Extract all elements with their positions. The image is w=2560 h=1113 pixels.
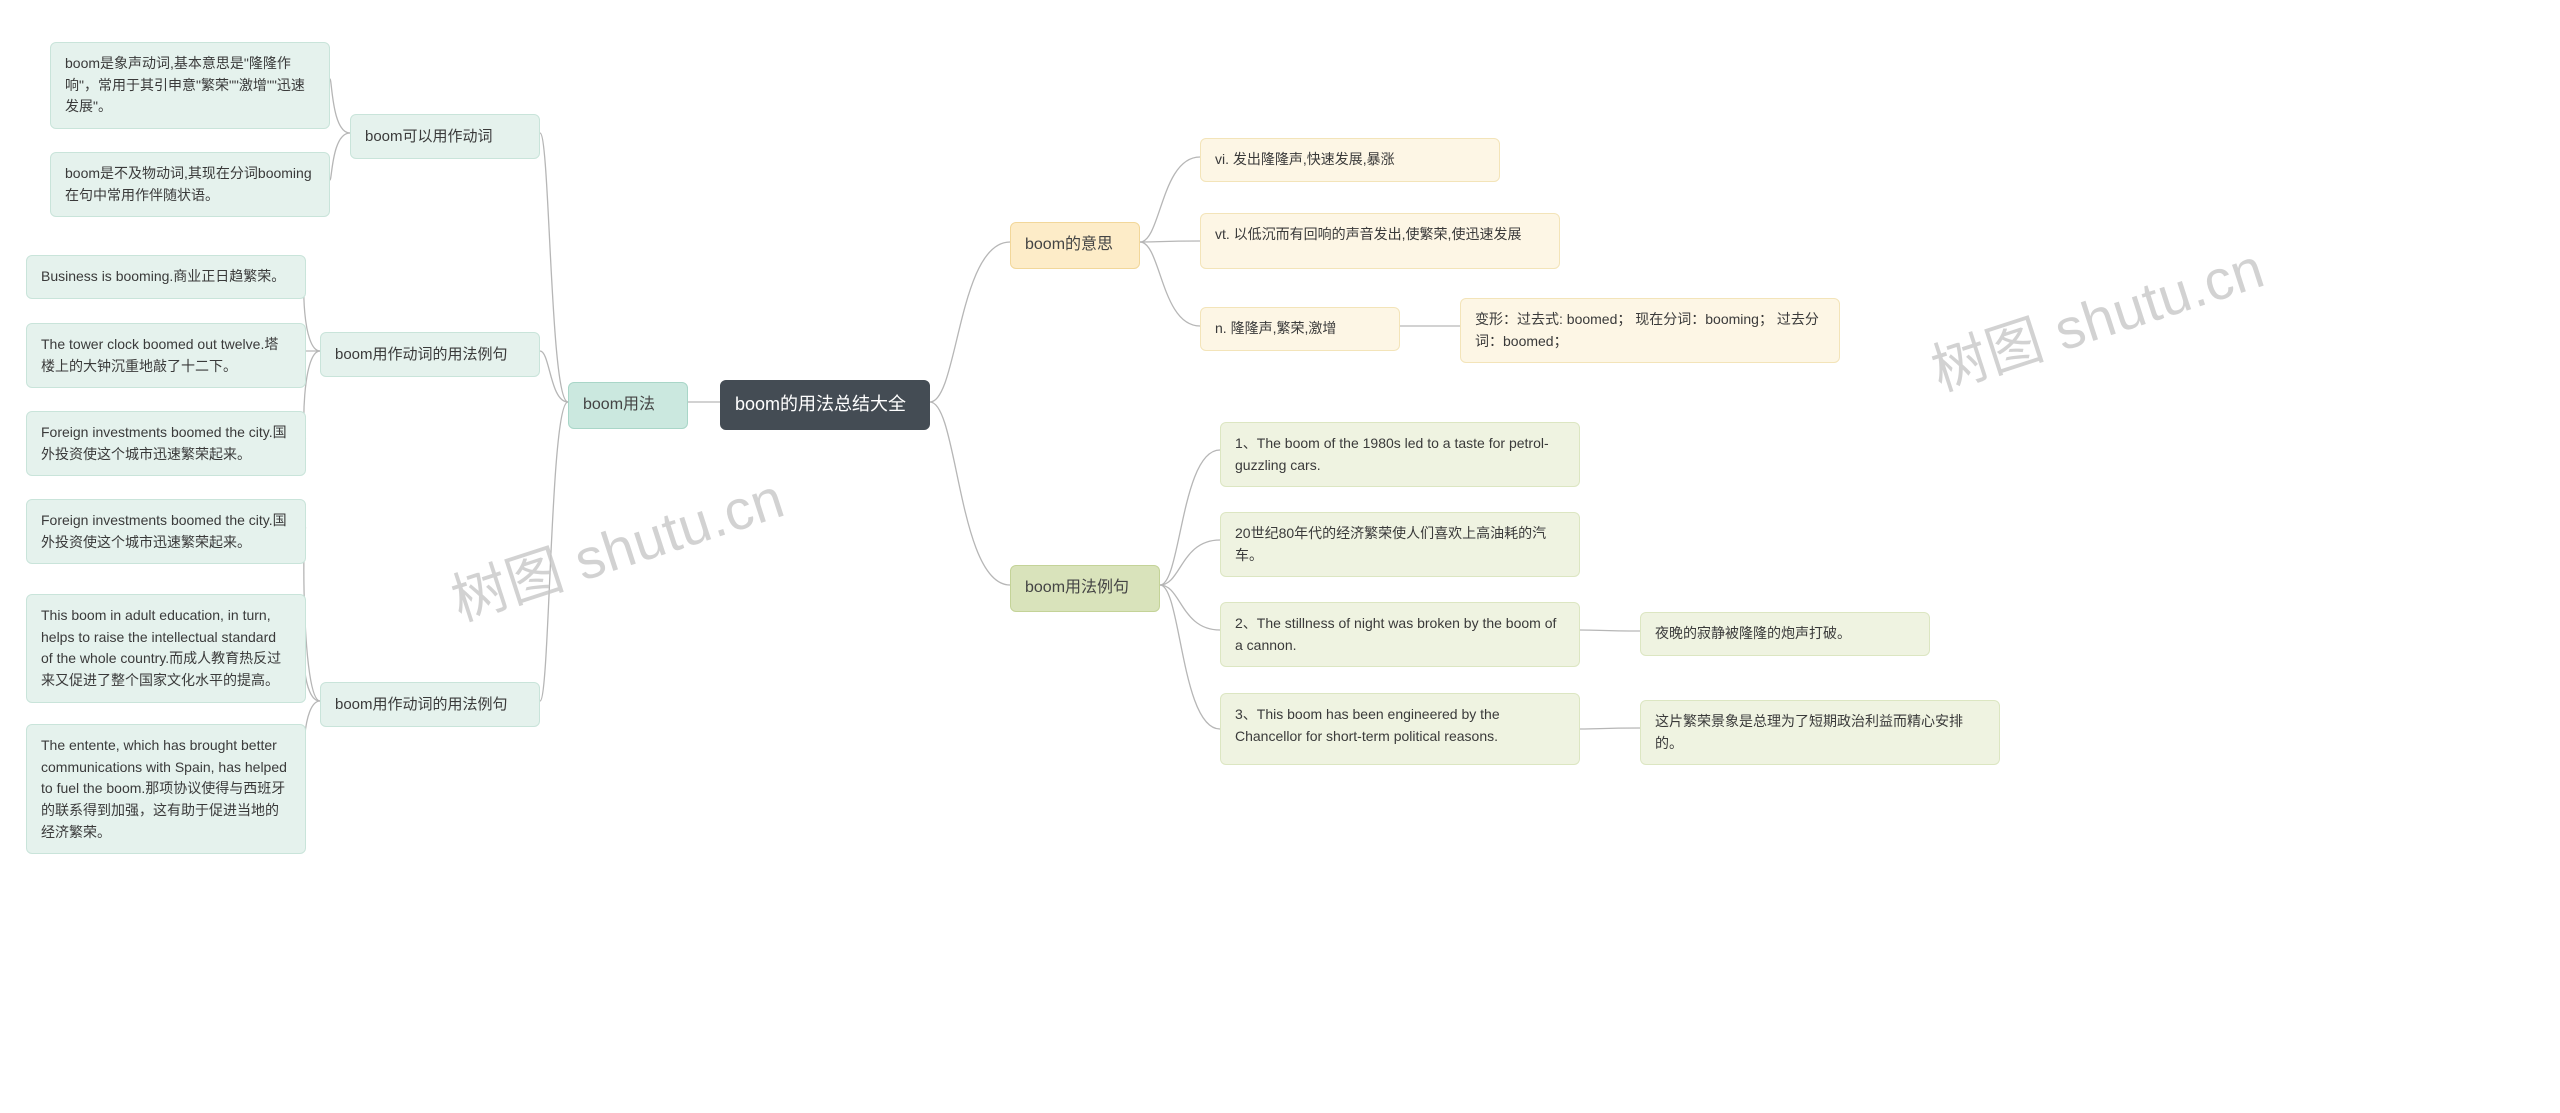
node-example-1-en: 1、The boom of the 1980s led to a taste f… xyxy=(1220,422,1580,487)
node-examples-label: boom用法例句 xyxy=(1025,576,1145,601)
node-example-3-en: 3、This boom has been engineered by the C… xyxy=(1220,693,1580,765)
node-meaning-forms: 变形：过去式: boomed； 现在分词：booming； 过去分词：boome… xyxy=(1460,298,1840,363)
root-label: boom的用法总结大全 xyxy=(735,391,915,419)
node-usage-verb-b-label: boom是不及物动词,其现在分词booming在句中常用作伴随状语。 xyxy=(65,163,315,206)
node-usage-verb: boom可以用作动词 xyxy=(350,114,540,159)
node-meaning-vi-label: vi. 发出隆隆声,快速发展,暴涨 xyxy=(1215,149,1485,171)
node-examples: boom用法例句 xyxy=(1010,565,1160,612)
node-meaning-n-label: n. 隆隆声,繁荣,激增 xyxy=(1215,318,1385,340)
node-usage-verb-a-label: boom是象声动词,基本意思是"隆隆作响"，常用于其引申意"繁荣""激增""迅速… xyxy=(65,53,315,118)
node-example-2-en: 2、The stillness of night was broken by t… xyxy=(1220,602,1580,667)
node-u2b: The tower clock boomed out twelve.塔楼上的大钟… xyxy=(26,323,306,388)
node-meaning-vt-label: vt. 以低沉而有回响的声音发出,使繁荣,使迅速发展 xyxy=(1215,224,1545,246)
node-u3b: This boom in adult education, in turn, h… xyxy=(26,594,306,703)
node-usage-examples-1: boom用作动词的用法例句 xyxy=(320,332,540,377)
node-u2a-label: Business is booming.商业正日趋繁荣。 xyxy=(41,266,291,288)
node-u3a: Foreign investments boomed the city.国外投资… xyxy=(26,499,306,564)
node-usage-verb-b: boom是不及物动词,其现在分词booming在句中常用作伴随状语。 xyxy=(50,152,330,217)
node-u3a-label: Foreign investments boomed the city.国外投资… xyxy=(41,510,291,553)
node-u2a: Business is booming.商业正日趋繁荣。 xyxy=(26,255,306,299)
node-u2b-label: The tower clock boomed out twelve.塔楼上的大钟… xyxy=(41,334,291,377)
node-usage-examples-2-label: boom用作动词的用法例句 xyxy=(335,693,525,716)
node-u2c: Foreign investments boomed the city.国外投资… xyxy=(26,411,306,476)
node-example-3-en-label: 3、This boom has been engineered by the C… xyxy=(1235,704,1565,747)
node-meaning: boom的意思 xyxy=(1010,222,1140,269)
node-meaning-vi: vi. 发出隆隆声,快速发展,暴涨 xyxy=(1200,138,1500,182)
node-example-1-zh: 20世纪80年代的经济繁荣使人们喜欢上高油耗的汽车。 xyxy=(1220,512,1580,577)
watermark-2: 树图 shutu.cn xyxy=(1920,223,2273,407)
node-usage-verb-label: boom可以用作动词 xyxy=(365,125,525,148)
watermark-1: 树图 shutu.cn xyxy=(440,453,793,637)
node-meaning-n: n. 隆隆声,繁荣,激增 xyxy=(1200,307,1400,351)
node-usage-verb-a: boom是象声动词,基本意思是"隆隆作响"，常用于其引申意"繁荣""激增""迅速… xyxy=(50,42,330,129)
node-example-3-zh: 这片繁荣景象是总理为了短期政治利益而精心安排的。 xyxy=(1640,700,2000,765)
node-example-2-en-label: 2、The stillness of night was broken by t… xyxy=(1235,613,1565,656)
node-usage-examples-1-label: boom用作动词的用法例句 xyxy=(335,343,525,366)
node-example-1-en-label: 1、The boom of the 1980s led to a taste f… xyxy=(1235,433,1565,476)
node-usage-examples-2: boom用作动词的用法例句 xyxy=(320,682,540,727)
node-u3c: The entente, which has brought better co… xyxy=(26,724,306,854)
node-u3c-label: The entente, which has brought better co… xyxy=(41,735,291,843)
node-example-2-zh-label: 夜晚的寂静被隆隆的炮声打破。 xyxy=(1655,623,1915,645)
node-example-2-zh: 夜晚的寂静被隆隆的炮声打破。 xyxy=(1640,612,1930,656)
root-node: boom的用法总结大全 xyxy=(720,380,930,430)
node-meaning-label: boom的意思 xyxy=(1025,233,1125,258)
mindmap-canvas: { "watermarks": { "text": "树图 shutu.cn",… xyxy=(0,0,2560,1113)
node-meaning-forms-label: 变形：过去式: boomed； 现在分词：booming； 过去分词：boome… xyxy=(1475,309,1825,352)
node-usage-label: boom用法 xyxy=(583,393,673,418)
node-example-3-zh-label: 这片繁荣景象是总理为了短期政治利益而精心安排的。 xyxy=(1655,711,1985,754)
node-u3b-label: This boom in adult education, in turn, h… xyxy=(41,605,291,692)
node-example-1-zh-label: 20世纪80年代的经济繁荣使人们喜欢上高油耗的汽车。 xyxy=(1235,523,1565,566)
node-usage: boom用法 xyxy=(568,382,688,429)
node-u2c-label: Foreign investments boomed the city.国外投资… xyxy=(41,422,291,465)
node-meaning-vt: vt. 以低沉而有回响的声音发出,使繁荣,使迅速发展 xyxy=(1200,213,1560,269)
